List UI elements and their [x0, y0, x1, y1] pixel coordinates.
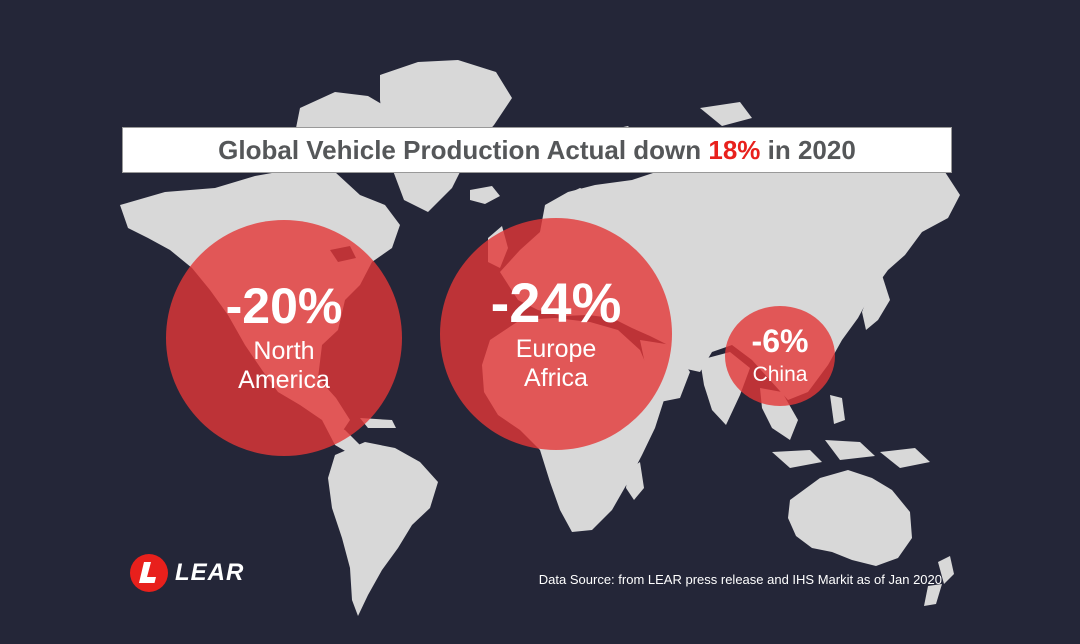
chart-title: Global Vehicle Production Actual down 18… — [218, 135, 856, 166]
lear-logo-text: LEAR — [175, 559, 245, 586]
title-suffix: in 2020 — [760, 134, 856, 165]
china-change: -6% — [751, 322, 809, 359]
china-label: China — [752, 362, 808, 386]
title-banner: Global Vehicle Production Actual down 18… — [122, 127, 952, 173]
europe-africa-label-line2: Africa — [524, 364, 588, 392]
australia-landmass — [788, 470, 912, 566]
lear-logo: LEAR — [129, 553, 244, 593]
data-source-note: Data Source: from LEAR press release and… — [538, 572, 942, 587]
europe-africa-bubble: -24% Europe Africa — [440, 218, 672, 450]
north-america-label-line1: North — [253, 337, 315, 366]
title-highlight: 18% — [708, 134, 761, 165]
europe-africa-change: -24% — [490, 271, 622, 335]
north-america-change: -20% — [225, 278, 343, 335]
south-america-landmass — [328, 442, 438, 616]
title-prefix: Global Vehicle Production Actual down — [218, 134, 709, 165]
north-america-bubble: -20% North America — [166, 220, 402, 456]
north-america-label-line2: America — [238, 366, 330, 394]
eurasia-landmass — [500, 148, 960, 400]
lear-logo-icon — [130, 554, 168, 592]
europe-africa-label-line1: Europe — [515, 335, 597, 364]
china-bubble: -6% China — [725, 306, 835, 406]
